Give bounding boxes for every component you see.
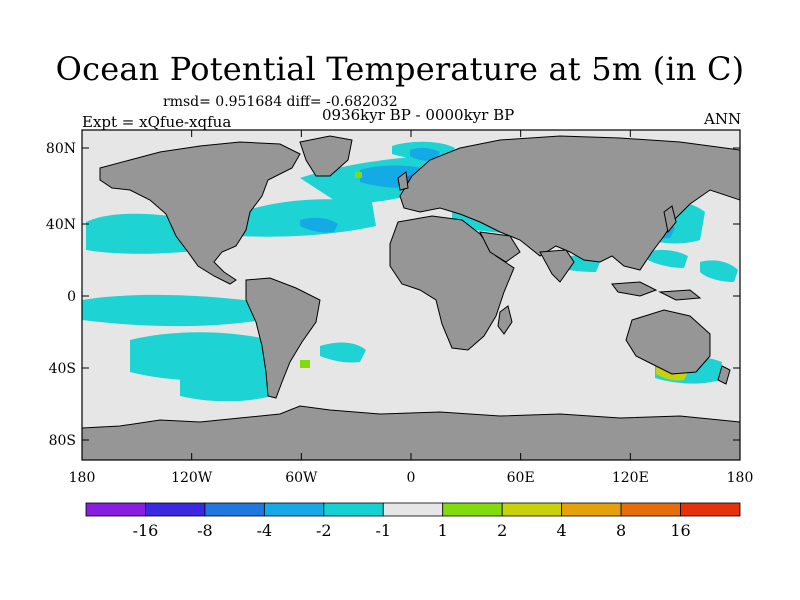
colorbar-label: 16 bbox=[670, 521, 690, 540]
africa bbox=[389, 215, 515, 351]
longitude-axis: 180 120W 60W 0 60E 120E 180 bbox=[69, 130, 754, 486]
colorbar-segment bbox=[263, 502, 325, 517]
japan bbox=[663, 205, 677, 234]
colorbar-segment bbox=[323, 502, 384, 517]
lat-tick-label: 80S bbox=[49, 433, 76, 449]
colorbar-segment bbox=[145, 502, 206, 517]
colorbar-label: -8 bbox=[197, 521, 213, 540]
colorbar-label: 1 bbox=[438, 521, 448, 540]
colorbar-segment bbox=[501, 502, 563, 517]
plot-title: Ocean Potential Temperature at 5m (in C) bbox=[55, 50, 745, 88]
colorbar-label: 4 bbox=[557, 521, 567, 540]
lat-tick-label: 40N bbox=[46, 217, 76, 233]
colorbar-segment bbox=[620, 502, 681, 517]
british-isles bbox=[397, 171, 409, 191]
india bbox=[539, 249, 575, 283]
eurasia bbox=[399, 135, 740, 271]
arabia bbox=[479, 231, 521, 263]
colorbar-segment bbox=[204, 502, 265, 517]
lat-tick-label: 40S bbox=[49, 361, 76, 377]
colorbar-label: -4 bbox=[257, 521, 273, 540]
greenland bbox=[299, 135, 353, 177]
latitude-axis: 80N 40N 0 40S 80S bbox=[46, 141, 740, 449]
colorbar-label: 2 bbox=[497, 521, 507, 540]
lon-tick-label: 60W bbox=[285, 470, 318, 486]
lon-tick-label: 60E bbox=[507, 470, 535, 486]
colorbar-segment bbox=[382, 502, 444, 517]
land-masses bbox=[82, 135, 740, 460]
season-label: ANN bbox=[704, 110, 742, 128]
colorbar-segment bbox=[85, 502, 146, 517]
experiment-label: Expt = xQfue-xqfua bbox=[82, 113, 232, 131]
lon-tick-label: 180 bbox=[727, 470, 754, 486]
period-label: 0936kyr BP - 0000kyr BP bbox=[322, 106, 515, 124]
antarctica bbox=[82, 405, 740, 460]
colorbar: -16 -8 -4 -2 -1 1 2 4 8 16 bbox=[85, 502, 741, 540]
lat-tick-label: 80N bbox=[46, 141, 76, 157]
colorbar-label: 8 bbox=[616, 521, 626, 540]
north-america bbox=[99, 141, 301, 285]
rmsd-diff-stats: rmsd= 0.951684 diff= -0.682032 bbox=[163, 94, 398, 110]
colorbar-label: -1 bbox=[375, 521, 391, 540]
colorbar-segment bbox=[680, 502, 741, 517]
madagascar bbox=[497, 305, 513, 335]
lat-tick-label: 0 bbox=[67, 289, 76, 305]
maritime-continent bbox=[611, 281, 702, 301]
south-america bbox=[245, 277, 321, 399]
lon-tick-label: 120W bbox=[171, 470, 213, 486]
australia bbox=[625, 309, 711, 375]
colorbar-label: -16 bbox=[133, 521, 159, 540]
colorbar-segment bbox=[442, 502, 503, 517]
new-zealand bbox=[717, 365, 731, 385]
lon-tick-label: 120E bbox=[612, 470, 649, 486]
colorbar-label: -2 bbox=[316, 521, 332, 540]
lon-tick-label: 0 bbox=[407, 470, 416, 486]
lon-tick-label: 180 bbox=[69, 470, 96, 486]
colorbar-segment bbox=[561, 502, 622, 517]
